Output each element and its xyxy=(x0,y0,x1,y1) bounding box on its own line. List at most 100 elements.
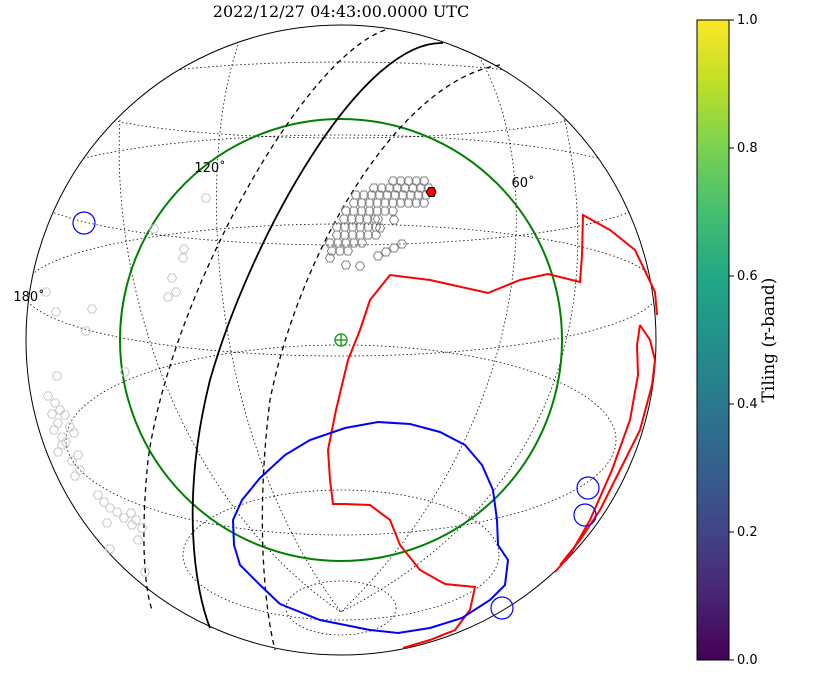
tile xyxy=(130,515,142,525)
colorbar: 0.0 0.2 0.4 0.6 0.8 1.0 Tiling (r-band) xyxy=(696,13,779,668)
tile xyxy=(126,520,138,530)
tile xyxy=(69,471,81,481)
red-contour xyxy=(326,213,658,649)
grid-meridian xyxy=(118,119,342,613)
green-center-marker xyxy=(334,333,348,347)
tile xyxy=(52,418,64,428)
colorbar-label: Tiling (r-band) xyxy=(759,278,779,403)
tile xyxy=(356,206,367,216)
grid-meridian xyxy=(340,99,579,613)
tile xyxy=(372,251,384,261)
tile xyxy=(119,367,131,377)
tile xyxy=(200,193,212,203)
blue-marker-circles xyxy=(72,211,600,620)
tile xyxy=(132,535,144,545)
tile xyxy=(411,176,422,186)
tile xyxy=(348,238,360,248)
tile xyxy=(370,230,382,240)
tile xyxy=(104,544,116,554)
tile xyxy=(177,253,189,263)
tile xyxy=(403,198,414,208)
grid-meridian xyxy=(216,44,342,613)
grid-parallel xyxy=(182,489,500,621)
tile xyxy=(387,206,398,216)
tile xyxy=(388,215,400,225)
galactic-plane-line xyxy=(191,42,444,629)
tile xyxy=(326,246,338,256)
tile xyxy=(111,507,123,517)
tile xyxy=(48,425,60,435)
tile xyxy=(395,198,406,208)
highlight-tile xyxy=(425,187,437,197)
colorbar-gradient xyxy=(696,19,730,661)
tile xyxy=(46,409,58,419)
tile xyxy=(411,198,422,208)
tile xyxy=(334,246,346,256)
tile xyxy=(372,214,384,224)
tile xyxy=(148,224,160,234)
tile xyxy=(64,422,76,432)
tile xyxy=(139,567,151,577)
tile xyxy=(387,176,399,186)
colorbar-tick-label: 0.4 xyxy=(737,397,758,412)
tile xyxy=(413,190,424,200)
tile-cluster-dense xyxy=(324,176,434,271)
tile xyxy=(356,238,368,248)
tile xyxy=(389,190,401,200)
tile xyxy=(366,190,377,200)
tile xyxy=(342,246,354,256)
tile xyxy=(405,190,416,200)
tile xyxy=(68,428,80,438)
tile xyxy=(379,206,391,216)
tile xyxy=(118,513,130,523)
tile xyxy=(178,244,190,254)
colorbar-ticks: 0.0 0.2 0.4 0.6 0.8 1.0 xyxy=(729,13,758,668)
grid-meridian xyxy=(340,39,517,613)
tile xyxy=(162,292,174,302)
tile xyxy=(374,190,385,200)
longitude-label: 60˚ xyxy=(511,175,534,191)
galactic-plane-dashed-line xyxy=(261,64,501,651)
tile xyxy=(419,176,430,186)
tile xyxy=(74,465,86,475)
sky-globe: 120˚ 60˚ 180˚ xyxy=(13,24,658,656)
tile xyxy=(382,190,393,200)
tile xyxy=(396,239,408,249)
tile xyxy=(364,206,375,216)
blue-contour xyxy=(231,420,510,635)
tile xyxy=(170,287,182,297)
green-localization-circle xyxy=(119,118,563,562)
tile xyxy=(72,450,84,460)
blue-marker-circle xyxy=(576,476,600,500)
figure-title: 2022/12/27 04:43:00.0000 UTC xyxy=(213,2,469,21)
grid-parallel xyxy=(26,223,656,357)
blue-marker-circle xyxy=(573,503,597,527)
tile xyxy=(80,326,92,336)
tile xyxy=(395,176,406,186)
red-contour-segment xyxy=(326,213,658,649)
tile xyxy=(60,437,72,447)
tile xyxy=(418,198,430,208)
red-contour-segment xyxy=(554,324,641,573)
tile xyxy=(354,261,366,271)
colorbar-tick-label: 0.6 xyxy=(737,269,758,284)
tile xyxy=(380,247,392,257)
tile xyxy=(54,405,66,415)
blue-marker-circle xyxy=(490,596,514,620)
tile xyxy=(136,523,148,533)
tile xyxy=(166,273,178,283)
tile xyxy=(42,391,54,401)
tile xyxy=(374,223,386,233)
tile xyxy=(51,371,63,381)
grid-parallel xyxy=(285,580,397,636)
colorbar-tick-label: 0.0 xyxy=(737,653,758,668)
tile xyxy=(86,304,98,314)
colorbar-tick-label: 0.8 xyxy=(737,141,758,156)
tile xyxy=(56,440,68,450)
tile xyxy=(40,287,52,297)
tile xyxy=(92,490,104,500)
tile xyxy=(403,176,414,186)
tile xyxy=(362,230,374,240)
grid-parallel xyxy=(65,344,617,536)
